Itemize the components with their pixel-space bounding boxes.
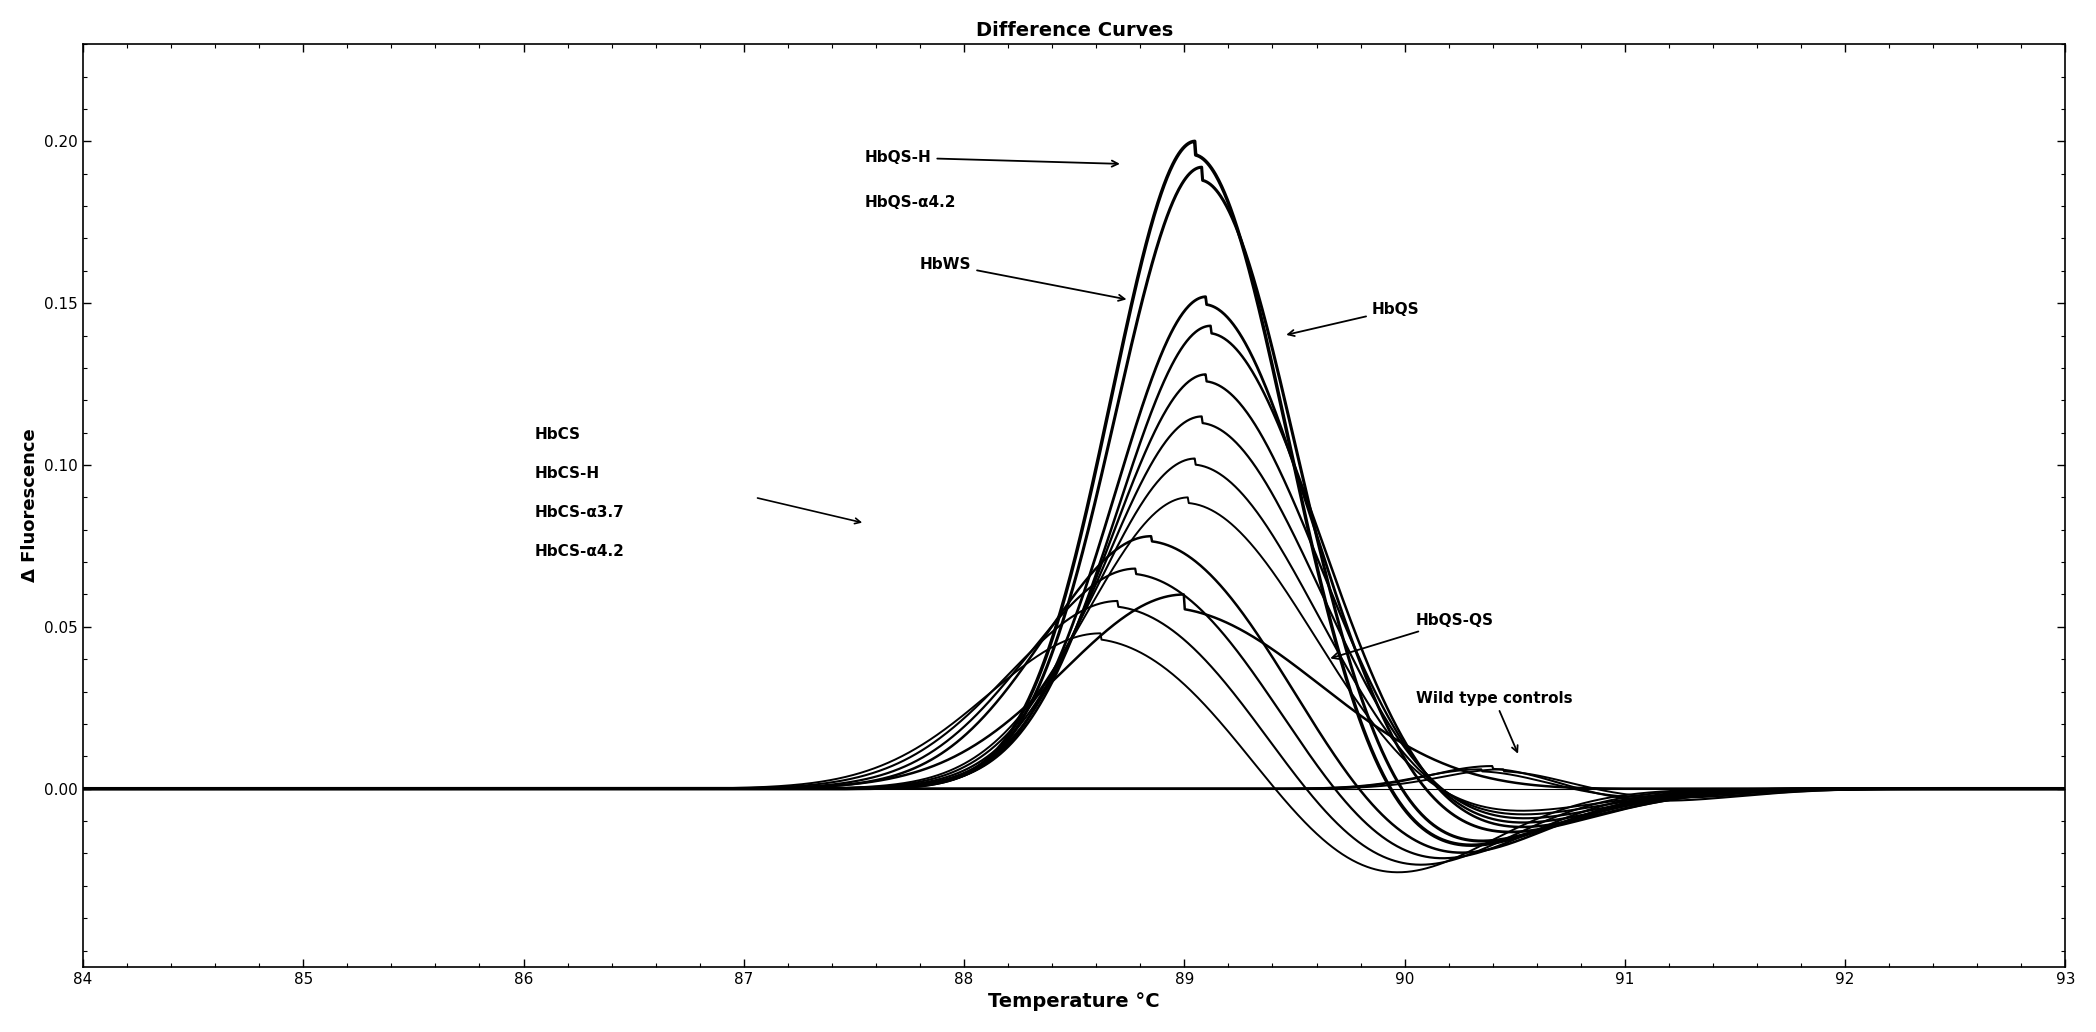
Text: HbCS-H: HbCS-H xyxy=(534,465,599,481)
Text: HbQS-α4.2: HbQS-α4.2 xyxy=(866,195,956,211)
Text: HbCS-α3.7: HbCS-α3.7 xyxy=(534,505,625,520)
Text: HbQS: HbQS xyxy=(1289,302,1419,336)
Text: Wild type controls: Wild type controls xyxy=(1415,690,1572,752)
Text: HbQS-H: HbQS-H xyxy=(866,150,1117,167)
X-axis label: Temperature °C: Temperature °C xyxy=(989,992,1159,1011)
Text: HbWS: HbWS xyxy=(920,257,1126,300)
Title: Difference Curves: Difference Curves xyxy=(975,21,1174,40)
Text: HbQS-QS: HbQS-QS xyxy=(1333,613,1494,659)
Y-axis label: Δ Fluorescence: Δ Fluorescence xyxy=(21,428,40,582)
Text: HbCS-α4.2: HbCS-α4.2 xyxy=(534,544,625,558)
Text: HbCS: HbCS xyxy=(534,427,581,442)
